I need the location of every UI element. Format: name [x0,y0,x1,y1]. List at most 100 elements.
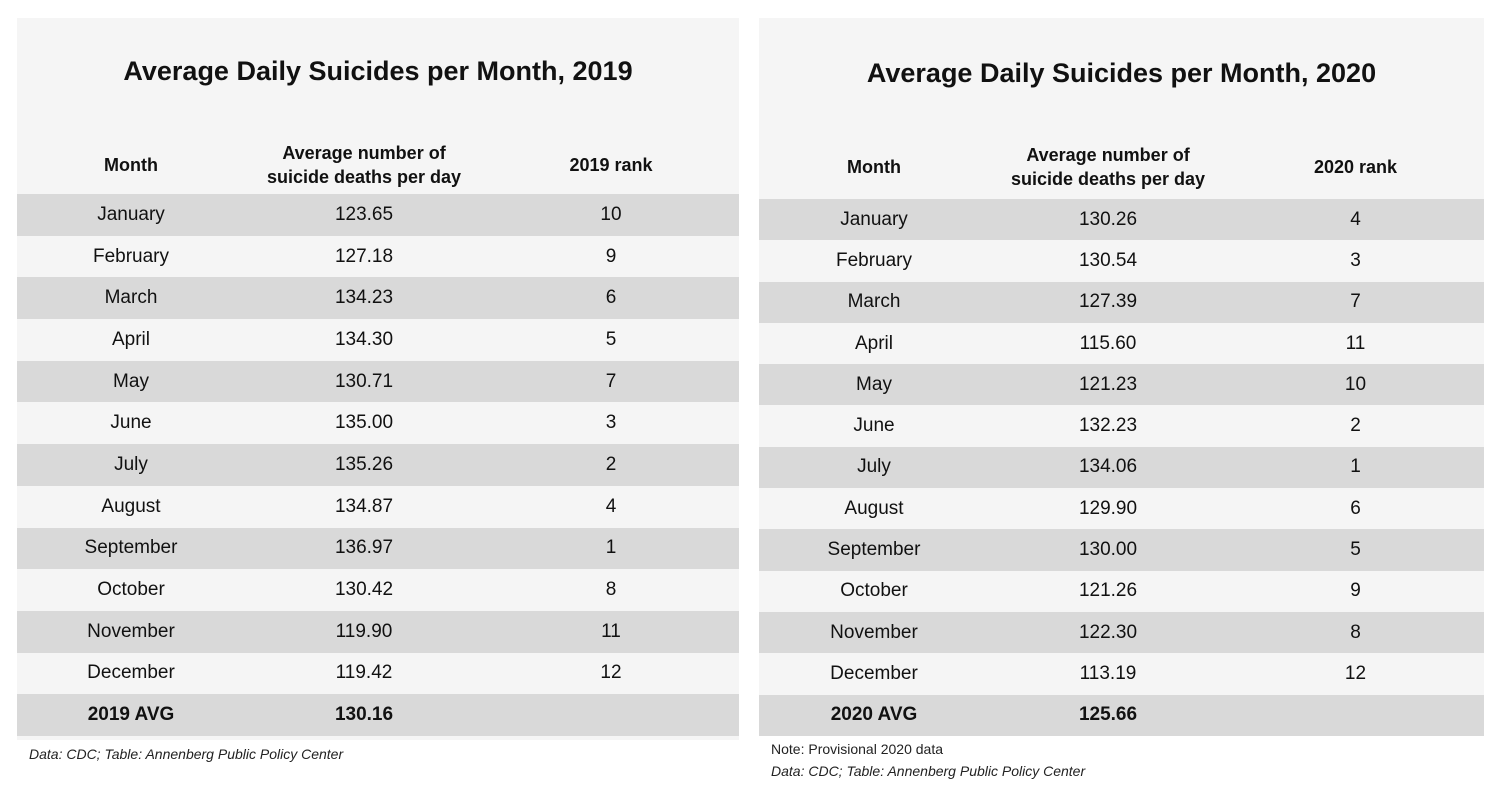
table-row: July 134.06 1 [759,446,1484,489]
table-body: January 130.26 4 February 130.54 3 March 127.39… [759,199,1484,736]
average-cell: 123.65 [334,203,394,225]
table-row: September 130.00 5 [759,529,1484,571]
column-header-average: Average number of suicide deaths per day [1010,144,1206,189]
average-cell: 130.00 [1078,539,1138,561]
rank-cell: 3 [605,412,617,434]
average-cell: 125.66 [1078,704,1138,726]
month-cell: June [853,415,895,437]
month-cell: February [835,249,913,271]
average-cell: 134.23 [334,287,394,309]
rank-cell: 1 [1350,456,1361,478]
average-cell: 134.87 [334,495,394,517]
table-panel-2020: Average Daily Suicides per Month, 2020 M… [759,18,1484,736]
month-cell: 2020 AVG [830,704,918,726]
month-cell: May [113,370,149,392]
month-cell: January [97,203,165,225]
month-cell: February [92,245,170,267]
table-row: September 136.97 1 [17,527,739,570]
table-row: August 134.87 4 [17,485,739,528]
column-header-average: Average number of suicide deaths per day [266,142,462,187]
table-row: March 134.23 6 [17,277,739,320]
average-cell: 130.26 [1078,208,1138,230]
rank-cell: 2 [605,453,617,475]
table-header: Month Average number of suicide deaths pe… [17,135,739,194]
table-row: January 123.65 10 [17,194,739,236]
source-note-2020: Data: CDC; Table: Annenberg Public Polic… [771,763,1086,779]
month-cell: November [830,621,918,643]
month-cell: January [840,208,908,230]
month-cell: December [830,662,918,684]
month-cell: July [857,456,891,478]
average-cell: 113.19 [1079,662,1137,684]
rank-cell: 9 [1350,580,1361,602]
column-header-month: Month [104,154,158,175]
month-cell: November [87,620,175,642]
table-row: May 130.71 7 [17,360,739,403]
table-title: Average Daily Suicides per Month, 2020 [866,58,1377,88]
month-cell: September [827,539,921,561]
table-row: February 130.54 3 [759,240,1484,282]
average-cell: 135.26 [334,453,394,475]
column-header-month: Month [847,156,901,177]
summary-row: 2020 AVG 125.66 [759,694,1484,736]
rank-cell: 2 [1350,415,1361,437]
rank-cell: 5 [605,328,617,350]
table-row: December 113.19 12 [759,653,1484,695]
summary-row: 2019 AVG 130.16 [17,694,739,736]
table-row: February 127.18 9 [17,235,739,278]
average-cell: 130.71 [334,370,394,392]
average-cell: 130.54 [1078,249,1138,271]
month-cell: March [104,287,158,309]
rank-cell: 7 [1350,291,1361,313]
month-cell: October [97,579,165,601]
rank-cell: 6 [1350,497,1361,519]
month-cell: April [854,332,893,354]
average-cell: 132.23 [1078,415,1138,437]
source-note-2019: Data: CDC; Table: Annenberg Public Polic… [29,746,344,762]
average-cell: 119.90 [335,620,393,642]
rank-cell: 4 [1350,208,1361,230]
average-cell: 130.16 [334,704,394,726]
table-title: Average Daily Suicides per Month, 2019 [123,56,633,86]
month-cell: August [101,495,161,517]
rank-cell: 1 [605,537,617,559]
table-row: June 132.23 2 [759,405,1484,447]
month-cell: October [840,580,908,602]
month-cell: August [844,497,904,519]
average-cell: 134.30 [334,328,394,350]
table-row: January 130.26 4 [759,199,1484,241]
column-header-rank: 2020 rank [1313,156,1398,177]
average-cell: 121.26 [1078,580,1138,602]
rank-cell: 5 [1350,539,1361,561]
average-cell: 121.23 [1078,373,1138,395]
average-cell: 119.42 [335,662,393,684]
table-row: June 135.00 3 [17,402,739,445]
average-cell: 127.18 [334,245,394,267]
rank-cell: 8 [605,579,617,601]
average-cell: 129.90 [1078,497,1138,519]
rank-cell: 3 [1350,249,1361,271]
rank-cell: 11 [1345,332,1366,354]
rank-cell: 4 [605,495,617,517]
table-row: December 119.42 12 [17,652,739,695]
average-cell: 130.42 [334,579,394,601]
average-cell: 115.60 [1079,332,1137,354]
average-cell: 127.39 [1078,291,1138,313]
average-cell: 134.06 [1078,456,1138,478]
month-cell: July [114,453,148,475]
average-cell: 136.97 [334,537,394,559]
table-row: August 129.90 6 [759,488,1484,530]
rank-cell: 6 [605,287,617,309]
table-row: November 122.30 8 [759,611,1484,654]
rank-cell: 12 [1344,662,1367,684]
table-panel-2019: Average Daily Suicides per Month, 2019 M… [17,18,739,740]
rank-cell: 10 [1344,373,1367,395]
table-row: October 121.26 9 [759,570,1484,612]
average-cell: 122.30 [1078,621,1138,643]
table-row: May 121.23 10 [759,364,1484,406]
table-row: April 115.60 11 [759,322,1484,365]
table-row: October 130.42 8 [17,569,739,611]
table-row: November 119.90 11 [17,610,739,653]
month-cell: September [84,537,178,559]
month-cell: December [87,662,175,684]
